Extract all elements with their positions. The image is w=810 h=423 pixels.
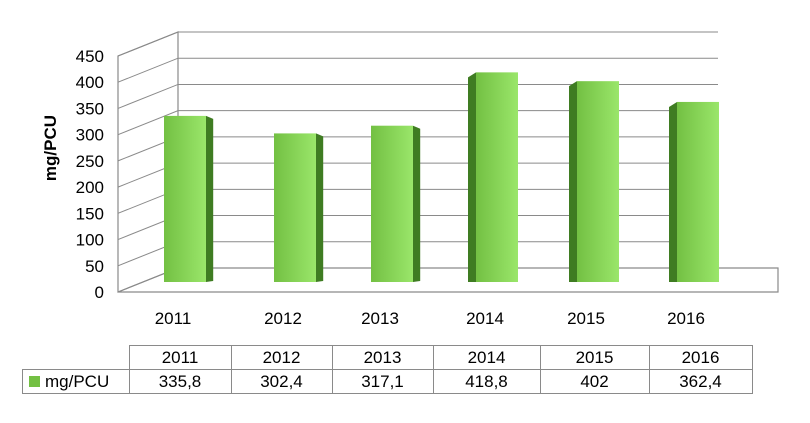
x-tick-label: 2014 [466, 309, 504, 328]
bar-side [413, 125, 421, 282]
gridline [117, 31, 718, 57]
bar [164, 115, 214, 282]
y-tick-label: 200 [76, 178, 104, 197]
bar-side [569, 81, 577, 282]
y-tick-label: 0 [95, 283, 104, 302]
bar-front [677, 101, 719, 282]
y-tick-label: 100 [76, 231, 104, 250]
bar [669, 101, 719, 282]
data-table-cell: 362,4 [648, 369, 753, 394]
bar-front [164, 115, 206, 282]
data-table-legend-cell: mg/PCU [22, 369, 130, 394]
x-tick-label: 2013 [361, 309, 399, 328]
bar-front [577, 81, 619, 282]
y-tick-label: 400 [76, 73, 104, 92]
data-table-cell: 402 [539, 369, 650, 394]
bar-side [669, 101, 677, 282]
x-tick-label: 2011 [155, 309, 192, 328]
data-table-header-row: 2011 2012 2013 2014 2015 2016 [23, 345, 753, 370]
gridline [117, 110, 718, 136]
y-tick-label: 50 [85, 257, 104, 276]
x-tick-label: 2015 [567, 309, 605, 328]
bar [468, 72, 518, 282]
bar [371, 125, 421, 282]
data-table-header-cell: 2011 [128, 345, 232, 370]
legend-key [29, 375, 40, 387]
bar-front [274, 133, 316, 282]
bar [569, 81, 619, 282]
data-table-header-cell: 2014 [432, 345, 541, 370]
data-table-corner [23, 346, 130, 370]
legend-label: mg/PCU [45, 371, 110, 391]
y-tick-label: 250 [76, 152, 104, 171]
floor [117, 267, 779, 293]
bar-side [468, 72, 476, 282]
data-table-cell: 302,4 [230, 369, 333, 394]
y-tick-label: 350 [76, 99, 104, 118]
gridline [117, 83, 718, 109]
y-axis-title: mg/PCU [41, 115, 60, 181]
bar-front [371, 125, 413, 282]
data-table-header-cell: 2013 [331, 345, 434, 370]
data-table-header-cell: 2012 [230, 345, 333, 370]
x-tick-label: 2012 [264, 309, 302, 328]
data-table-cell: 418,8 [432, 369, 541, 394]
data-table-cell: 317,1 [331, 369, 434, 394]
bar-front [476, 72, 518, 282]
data-table: 2011 2012 2013 2014 2015 2016 mg/PCU 335… [22, 345, 753, 394]
y-tick-label: 450 [76, 47, 104, 66]
x-tick-label: 2016 [667, 309, 705, 328]
column-chart: 0 50 100 150 200 250 300 350 400 450 2011 2012 2013… [41, 31, 779, 328]
y-tick-label: 300 [76, 126, 104, 145]
bar-side [316, 133, 324, 282]
data-table-cell: 335,8 [128, 369, 232, 394]
gridline [117, 57, 718, 83]
data-table-header-cell: 2015 [539, 345, 650, 370]
data-table-row: mg/PCU 335,8 302,4 317,1 418,8 402 362,4 [22, 369, 753, 394]
bar-side [206, 115, 214, 282]
bar [274, 133, 324, 282]
data-table-header-cell: 2016 [648, 345, 753, 370]
y-tick-label: 150 [76, 204, 104, 223]
